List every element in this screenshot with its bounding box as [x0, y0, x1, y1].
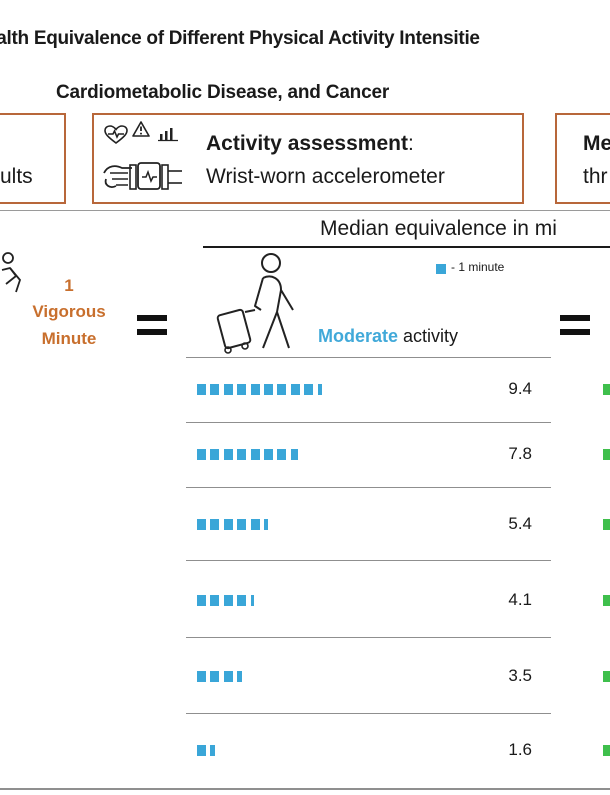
minute-block — [277, 384, 287, 395]
minute-block — [197, 449, 206, 460]
minute-block — [210, 384, 220, 395]
minute-block — [197, 595, 206, 606]
measure-box-title: Me — [583, 132, 610, 155]
equals-sign-left — [137, 315, 167, 337]
row-separator — [186, 357, 551, 358]
person-running-icon — [1, 252, 22, 293]
minute-block-partial — [264, 519, 268, 530]
minute-block — [223, 384, 233, 395]
minute-block — [223, 595, 233, 606]
minute-block-partial — [290, 449, 298, 460]
secondary-bar-stub — [603, 745, 610, 756]
minute-block — [223, 671, 233, 682]
minute-block-partial — [210, 745, 216, 756]
minute-block-partial — [237, 671, 243, 682]
infographic-title: ealth Equivalence of Different Physical … — [0, 28, 480, 49]
row-separator — [186, 637, 551, 638]
minute-block-partial — [317, 384, 322, 395]
minute-block — [223, 519, 233, 530]
row-value: 4.1 — [508, 590, 532, 609]
bar-chart-icon — [158, 128, 178, 142]
minute-block — [290, 384, 300, 395]
bottom-rule — [0, 788, 610, 790]
measure-box-value: thr — [583, 165, 608, 188]
minute-block — [264, 384, 273, 395]
vigorous-label: Vigorous — [32, 302, 106, 321]
minute-block — [237, 595, 247, 606]
row-separator — [186, 713, 551, 714]
measure-box: Me thr — [555, 113, 610, 204]
wristwatch-icon — [103, 162, 182, 190]
minute-block — [237, 449, 247, 460]
minute-block — [250, 519, 260, 530]
row-separator — [186, 560, 551, 561]
minute-block — [210, 671, 220, 682]
row-separator — [186, 487, 551, 488]
minute-block — [210, 519, 220, 530]
minute-block — [197, 745, 206, 756]
row-separator — [186, 422, 551, 423]
minute-block — [250, 384, 260, 395]
infographic-subtitle: Cardiometabolic Disease, and Cancer — [56, 82, 390, 103]
minute-block — [210, 449, 220, 460]
minute-block — [277, 449, 287, 460]
population-box-text: ults — [0, 165, 33, 188]
secondary-bar-stub — [603, 449, 610, 460]
activity-assessment-box: Activity assessment: Wrist-worn accelero… — [92, 113, 524, 204]
minute-block — [210, 595, 220, 606]
minute-block — [197, 519, 206, 530]
secondary-bar-stub — [603, 671, 610, 682]
row-value: 7.8 — [508, 444, 532, 463]
equals-sign-right — [560, 315, 590, 337]
secondary-bar-stub — [603, 595, 610, 606]
row-value: 1.6 — [508, 740, 532, 759]
section-divider — [0, 210, 610, 211]
minute-block-partial — [250, 595, 254, 606]
vigorous-unit: Minute — [41, 329, 97, 348]
minute-block — [223, 449, 233, 460]
vigorous-number: 1 — [64, 276, 74, 295]
median-equivalence-rule — [203, 246, 610, 248]
secondary-bar-stub — [603, 384, 610, 395]
minute-block — [197, 384, 206, 395]
population-box: ults — [0, 113, 66, 204]
legend-swatch — [436, 264, 446, 274]
warning-icon — [132, 121, 150, 137]
person-walking-luggage-icon — [216, 253, 294, 354]
minute-block — [264, 449, 273, 460]
moderate-activity-label: Moderate activity — [318, 326, 459, 346]
heart-rate-icon — [104, 125, 128, 145]
activity-assessment-value: Wrist-worn accelerometer — [206, 165, 445, 188]
legend-text: - 1 minute — [451, 260, 505, 274]
minute-block — [197, 671, 206, 682]
minute-block — [304, 384, 314, 395]
activity-assessment-title: Activity assessment: — [206, 132, 414, 155]
row-value: 5.4 — [508, 514, 532, 533]
median-equivalence-label: Median equivalence in mi — [320, 217, 557, 240]
secondary-bar-stub — [603, 519, 610, 530]
minute-block — [250, 449, 260, 460]
minute-block — [237, 384, 247, 395]
row-value: 9.4 — [508, 379, 532, 398]
row-value: 3.5 — [508, 666, 532, 685]
minute-block — [237, 519, 247, 530]
